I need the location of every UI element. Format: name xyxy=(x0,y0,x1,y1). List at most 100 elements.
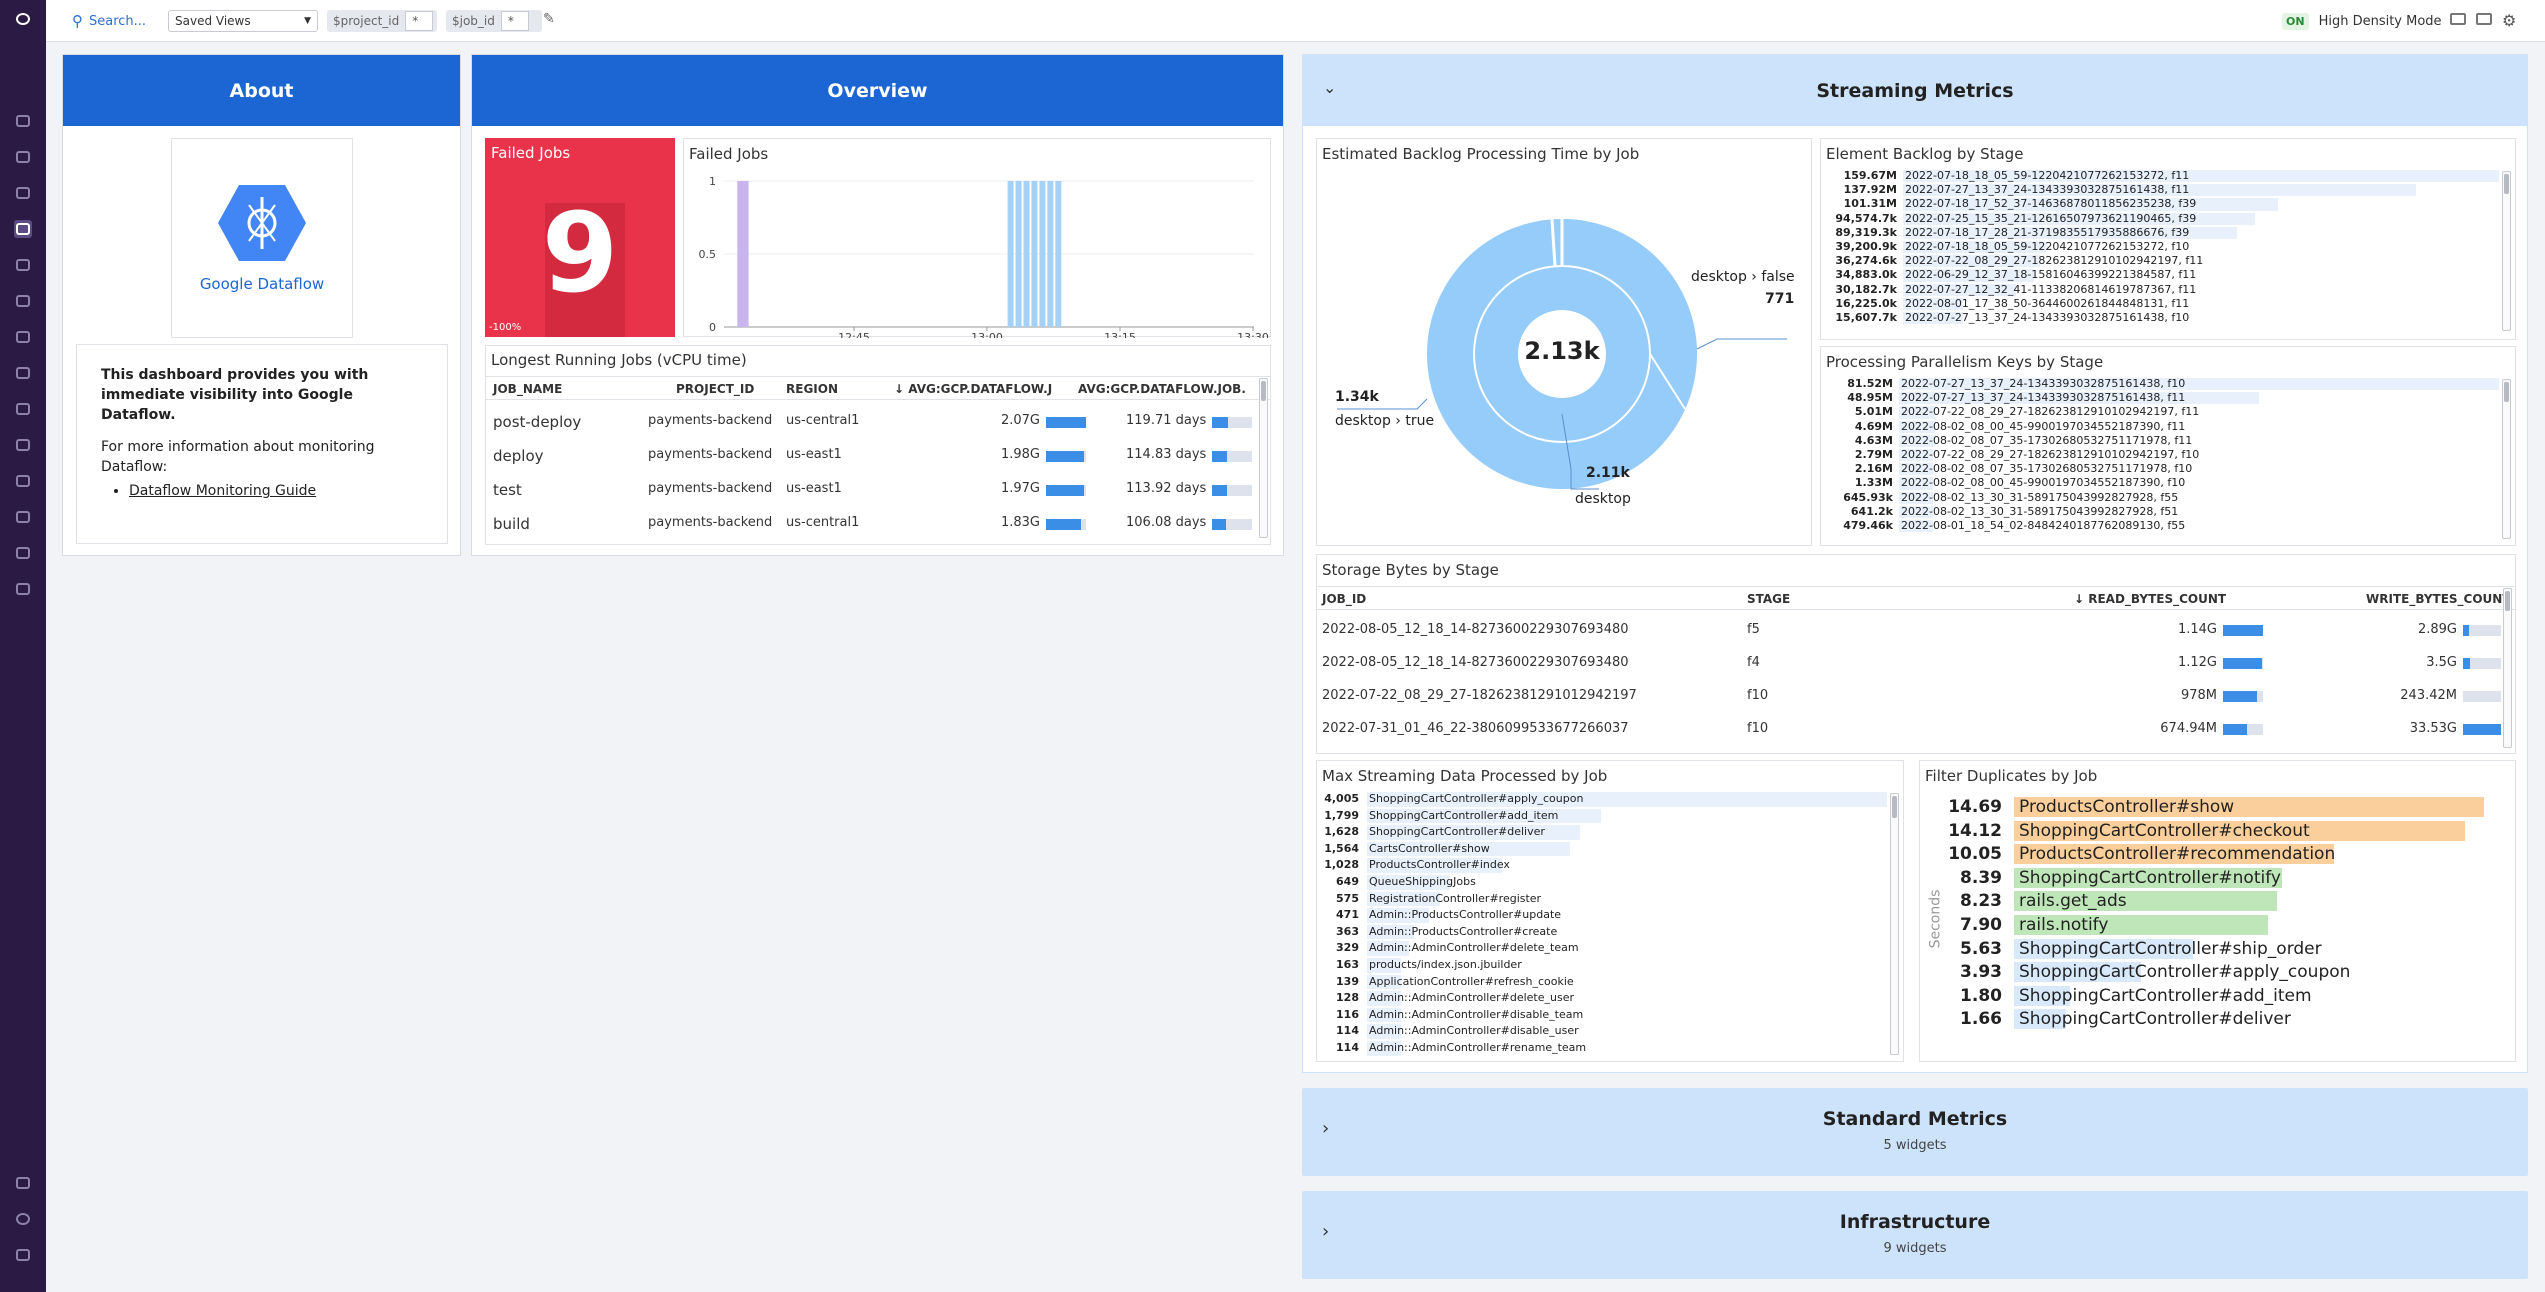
filter-duplicates-row[interactable]: 14.69 ProductsController#show xyxy=(1920,796,2515,818)
write-bar xyxy=(2463,625,2469,636)
row-label: Admin::AdminController#disable_team xyxy=(1369,1007,1584,1021)
max-streaming-row[interactable]: 114 Admin::AdminController#rename_team xyxy=(1317,1040,1887,1057)
element-backlog-row[interactable]: 159.67M 2022-07-18_18_05_59-1220421077262… xyxy=(1821,169,2499,183)
help-icon[interactable] xyxy=(14,1210,32,1228)
template-var-project-id[interactable]: $project_id * xyxy=(327,10,437,32)
parallelism-row[interactable]: 645.93k 2022-08-02_13_30_31-5891750439928… xyxy=(1821,491,2499,505)
team-icon[interactable] xyxy=(14,1246,32,1264)
overview-header: Overview xyxy=(472,55,1283,126)
max-streaming-row[interactable]: 575 RegistrationController#register xyxy=(1317,891,1887,908)
element-backlog-row[interactable]: 101.31M 2022-07-18_17_52_37-1463687801185… xyxy=(1821,197,2499,211)
element-backlog-row[interactable]: 36,274.6k 2022-07-22_08_29_27-18262381291… xyxy=(1821,254,2499,268)
element-backlog-row[interactable]: 16,225.0k 2022-08-01_17_38_50-36446002618… xyxy=(1821,297,2499,311)
parallelism-row[interactable]: 2.16M 2022-08-02_08_07_35-173026805327511… xyxy=(1821,462,2499,476)
parallelism-row[interactable]: 2.79M 2022-07-22_08_29_27-182623812910102… xyxy=(1821,448,2499,462)
col-project-id[interactable]: PROJECT_ID xyxy=(676,382,755,396)
keyboard-icon[interactable] xyxy=(2450,13,2466,25)
dashboards-nav-icon[interactable] xyxy=(14,220,32,238)
events-nav-icon[interactable] xyxy=(14,184,32,202)
ux-monitoring-nav-icon[interactable] xyxy=(14,544,32,562)
col-read-bytes[interactable]: ↓ READ_BYTES_COUNT xyxy=(2074,592,2227,606)
max-streaming-row[interactable]: 116 Admin::AdminController#disable_team xyxy=(1317,1007,1887,1024)
filter-duplicates-row[interactable]: 5.63 ShoppingCartController#ship_order xyxy=(1920,938,2515,960)
max-streaming-row[interactable]: 1,628 ShoppingCartController#deliver xyxy=(1317,824,1887,841)
filter-duplicates-row[interactable]: 1.66 ShoppingCartController#deliver xyxy=(1920,1008,2515,1030)
row-value: 4.63M xyxy=(1854,433,1893,447)
max-streaming-row[interactable]: 471 Admin::ProductsController#update xyxy=(1317,907,1887,924)
max-streaming-row[interactable]: 114 Admin::AdminController#disable_user xyxy=(1317,1023,1887,1040)
filter-duplicates-row[interactable]: 1.80 ShoppingCartController#add_item xyxy=(1920,985,2515,1007)
parallelism-row[interactable]: 479.46k 2022-08-01_18_54_02-8484240187762… xyxy=(1821,519,2499,533)
element-backlog-row[interactable]: 30,182.7k 2022-07-27_12_32_41-11338206814… xyxy=(1821,283,2499,297)
element-backlog-row[interactable]: 89,319.3k 2022-07-18_17_28_21-37198355179… xyxy=(1821,226,2499,240)
max-streaming-row[interactable]: 163 products/index.json.jbuilder xyxy=(1317,957,1887,974)
security-nav-icon[interactable] xyxy=(14,508,32,526)
max-streaming-row[interactable]: 1,799 ShoppingCartController#add_item xyxy=(1317,808,1887,825)
watchdog-nav-icon[interactable] xyxy=(14,148,32,166)
max-streaming-row[interactable]: 1,028 ProductsController#index xyxy=(1317,857,1887,874)
filter-duplicates-row[interactable]: 7.90 rails.notify xyxy=(1920,914,2515,936)
metrics-nav-icon[interactable] xyxy=(14,328,32,346)
filter-duplicates-row[interactable]: 14.12 ShoppingCartController#checkout xyxy=(1920,820,2515,842)
template-var-job-id[interactable]: $job_id * xyxy=(446,10,542,32)
search-button[interactable]: ⚲ Search... xyxy=(72,10,146,32)
row-bar xyxy=(1367,1024,1401,1039)
notebooks-nav-icon[interactable] xyxy=(14,436,32,454)
chevron-down-icon[interactable]: ⌄ xyxy=(1323,78,1337,97)
filter-duplicates-row[interactable]: 3.93 ShoppingCartController#apply_coupon xyxy=(1920,961,2515,983)
max-streaming-row[interactable]: 649 QueueShippingJobs xyxy=(1317,874,1887,891)
infrastructure-group[interactable]: › Infrastructure 9 widgets xyxy=(1302,1191,2528,1279)
col-stage[interactable]: STAGE xyxy=(1747,592,1791,606)
parallelism-row[interactable]: 81.52M 2022-07-27_13_37_24-13433930328751… xyxy=(1821,377,2499,391)
apm-nav-icon[interactable] xyxy=(14,400,32,418)
chevron-right-icon[interactable]: › xyxy=(1322,1118,1330,1139)
parallelism-row[interactable]: 641.2k 2022-08-02_13_30_31-58917504399282… xyxy=(1821,505,2499,519)
element-backlog-row[interactable]: 94,574.7k 2022-07-25_15_35_21-12616507973… xyxy=(1821,212,2499,226)
saved-views-select[interactable]: Saved Views ▼ xyxy=(168,10,318,32)
tv-mode-icon[interactable] xyxy=(2476,13,2492,25)
standard-metrics-group[interactable]: › Standard Metrics 5 widgets xyxy=(1302,1088,2528,1176)
row-value: 1,628 xyxy=(1324,825,1359,839)
streaming-header[interactable]: Streaming Metrics xyxy=(1303,55,2527,126)
search-nav-icon[interactable] xyxy=(14,112,32,130)
parallelism-row[interactable]: 48.95M 2022-07-27_13_37_24-13433930328751… xyxy=(1821,391,2499,405)
monitoring-guide-link[interactable]: Dataflow Monitoring Guide xyxy=(129,483,317,499)
parallelism-row[interactable]: 4.69M 2022-08-02_08_00_45-990019703455218… xyxy=(1821,420,2499,434)
element-backlog-row[interactable]: 34,883.0k 2022-06-29_12_37_18-15816046399… xyxy=(1821,268,2499,282)
infrastructure-nav-icon[interactable] xyxy=(14,256,32,274)
read-bytes-cell: 674.94M xyxy=(2160,721,2217,736)
cloud-cost-nav-icon[interactable] xyxy=(14,580,32,598)
parallelism-row[interactable]: 4.63M 2022-08-02_08_07_35-173026805327511… xyxy=(1821,434,2499,448)
col-region[interactable]: REGION xyxy=(786,382,838,396)
max-streaming-row[interactable]: 329 Admin::AdminController#delete_team xyxy=(1317,940,1887,957)
monitors-nav-icon[interactable] xyxy=(14,292,32,310)
max-streaming-row[interactable]: 139 ApplicationController#refresh_cookie xyxy=(1317,974,1887,991)
col-elapsed[interactable]: AVG:GCP.DATAFLOW.JOB.E... xyxy=(1078,382,1246,396)
streaming-title: Streaming Metrics xyxy=(1816,79,2014,102)
col-job-id[interactable]: JOB_ID xyxy=(1322,592,1367,606)
col-job-name[interactable]: JOB_NAME xyxy=(493,382,563,396)
dog-logo-icon[interactable] xyxy=(14,10,32,28)
filter-duplicates-row[interactable]: 8.39 ShoppingCartController#notify xyxy=(1920,867,2515,889)
filter-duplicates-row[interactable]: 10.05 ProductsController#recommendation xyxy=(1920,843,2515,865)
parallelism-row[interactable]: 5.01M 2022-07-22_08_29_27-182623812910102… xyxy=(1821,405,2499,419)
col-vcpu[interactable]: ↓ AVG:GCP.DATAFLOW.JO... xyxy=(894,382,1052,396)
filter-duplicates-row[interactable]: 8.23 rails.get_ads xyxy=(1920,890,2515,912)
element-backlog-row[interactable]: 15,607.7k 2022-07-27_13_37_24-13433930328… xyxy=(1821,311,2499,325)
max-streaming-row[interactable]: 128 Admin::AdminController#delete_user xyxy=(1317,990,1887,1007)
element-backlog-row[interactable]: 39,200.9k 2022-07-18_18_05_59-12204210772… xyxy=(1821,240,2499,254)
logs-nav-icon[interactable] xyxy=(14,472,32,490)
gear-icon[interactable]: ⚙ xyxy=(2502,11,2517,30)
parallelism-row[interactable]: 1.33M 2022-08-02_08_00_45-990019703455218… xyxy=(1821,476,2499,490)
element-backlog-row[interactable]: 137.92M 2022-07-27_13_37_24-1343393032875… xyxy=(1821,183,2499,197)
chevron-right-icon[interactable]: › xyxy=(1322,1221,1330,1242)
max-streaming-row[interactable]: 363 Admin::ProductsController#create xyxy=(1317,924,1887,941)
max-streaming-row[interactable]: 1,564 CartsController#show xyxy=(1317,841,1887,858)
integrations-nav-icon[interactable] xyxy=(14,364,32,382)
max-streaming-row[interactable]: 4,005 ShoppingCartController#apply_coupon xyxy=(1317,791,1887,808)
edit-pencil-icon[interactable]: ✎ xyxy=(543,11,555,27)
help-chat-icon[interactable] xyxy=(14,1174,32,1192)
col-write-bytes[interactable]: WRITE_BYTES_COUNT xyxy=(2366,592,2511,606)
hdm-toggle[interactable]: ON xyxy=(2282,12,2309,30)
var-name: $project_id xyxy=(333,14,400,28)
